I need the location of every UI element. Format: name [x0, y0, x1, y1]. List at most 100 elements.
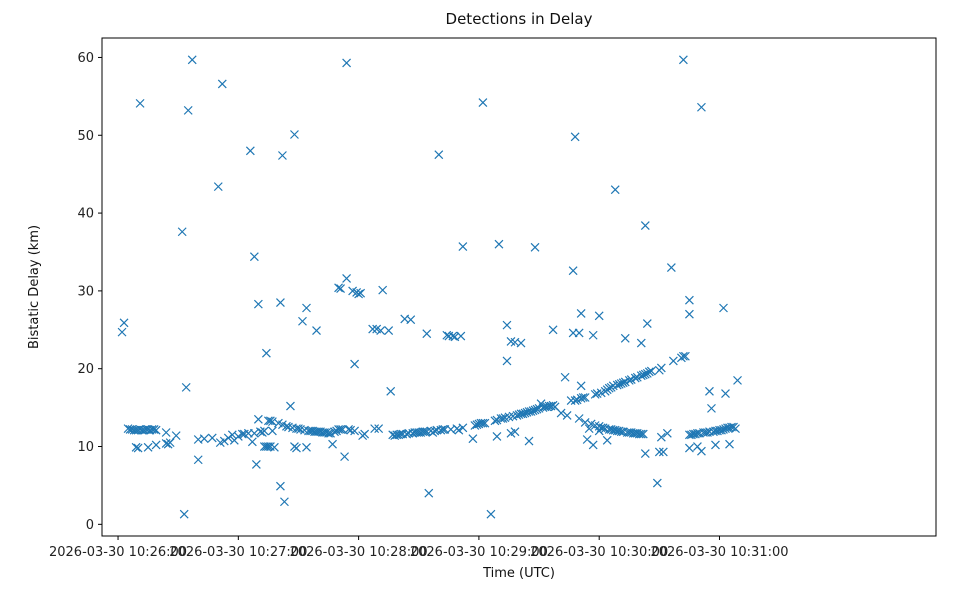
data-point-marker — [570, 396, 580, 406]
data-point-marker — [594, 311, 604, 321]
data-point-marker — [492, 431, 502, 441]
data-point-marker — [604, 383, 614, 393]
data-point-marker — [684, 309, 694, 319]
data-point-marker — [177, 227, 187, 237]
data-point-marker — [468, 434, 478, 444]
data-point-marker — [368, 324, 378, 334]
y-axis: 0 10 20 30 40 50 60 — [77, 51, 102, 533]
data-point-marker — [562, 410, 572, 420]
data-point-marker — [376, 326, 386, 335]
data-point-marker — [344, 424, 354, 434]
data-point-marker — [656, 363, 666, 373]
data-point-marker — [678, 351, 688, 361]
data-point-marker — [133, 443, 143, 453]
data-point-marker — [261, 348, 271, 358]
data-point-marker — [719, 303, 728, 313]
data-point-marker — [424, 488, 434, 498]
data-point-marker — [267, 417, 277, 427]
data-point-marker — [161, 428, 171, 437]
data-point-marker — [478, 418, 488, 428]
data-point-marker — [590, 389, 600, 399]
data-point-marker — [490, 416, 500, 426]
data-point-marker — [570, 132, 580, 142]
data-point-marker — [312, 326, 321, 335]
data-point-marker — [374, 424, 384, 434]
data-point-marker — [406, 315, 416, 325]
data-point-marker — [336, 284, 345, 293]
data-point-marker — [276, 298, 285, 307]
data-point-marker — [434, 150, 444, 160]
data-point-marker — [454, 425, 464, 435]
data-point-marker — [666, 263, 676, 272]
data-point-marker — [334, 283, 343, 293]
data-point-marker — [253, 299, 263, 309]
data-point-marker — [636, 338, 646, 348]
data-point-marker — [646, 366, 656, 376]
data-point-marker — [530, 242, 540, 252]
y-tick-label: 50 — [77, 129, 94, 144]
data-point-marker — [588, 440, 598, 450]
y-tick-label: 0 — [86, 518, 94, 533]
data-point-marker — [261, 442, 271, 451]
data-point-marker — [278, 151, 287, 160]
data-point-marker — [697, 102, 706, 112]
data-point-marker — [502, 356, 512, 366]
data-point-marker — [370, 424, 380, 434]
data-point-marker — [302, 442, 311, 452]
data-point-marker — [658, 447, 668, 457]
data-point-marker — [498, 414, 508, 423]
data-point-marker — [356, 288, 366, 298]
data-point-marker — [193, 455, 203, 465]
data-point-marker — [342, 274, 352, 283]
data-point-marker — [336, 424, 345, 434]
data-point-marker — [227, 430, 237, 440]
data-point-marker — [731, 424, 740, 434]
data-point-marker — [292, 443, 301, 453]
data-point-marker — [476, 418, 486, 428]
data-point-marker — [340, 452, 350, 462]
data-point-marker — [245, 146, 255, 156]
data-point-marker — [151, 425, 161, 435]
data-point-marker — [548, 325, 558, 335]
data-point-marker — [151, 440, 161, 450]
data-point-marker — [574, 328, 584, 338]
data-point-marker — [219, 436, 229, 446]
data-point-marker — [494, 239, 504, 249]
data-point-marker — [328, 439, 337, 449]
data-point-marker — [733, 375, 742, 385]
data-point-marker — [697, 446, 706, 456]
data-point-marker — [350, 426, 360, 436]
data-point-marker — [618, 378, 628, 388]
data-point-marker — [298, 316, 307, 326]
data-point-marker — [165, 438, 175, 448]
data-point-marker — [259, 426, 269, 436]
plot-area-frame — [101, 37, 937, 537]
data-point-marker — [233, 431, 243, 441]
data-point-marker — [149, 424, 159, 434]
data-point-marker — [207, 433, 217, 443]
data-point-marker — [624, 375, 634, 385]
data-point-marker — [524, 436, 534, 446]
data-point-marker — [458, 423, 468, 433]
data-point-marker — [131, 442, 141, 452]
data-point-marker — [620, 333, 630, 343]
data-point-marker — [187, 55, 197, 65]
data-point-marker — [249, 252, 259, 262]
data-point-marker — [143, 442, 153, 452]
data-point-marker — [267, 426, 277, 436]
data-point-marker — [354, 289, 364, 299]
data-point-marker — [342, 58, 352, 68]
data-point-marker — [578, 393, 588, 402]
data-point-marker — [294, 424, 303, 434]
data-point-marker — [251, 459, 261, 469]
data-point-marker — [253, 414, 263, 424]
data-point-marker — [652, 478, 662, 488]
data-point-marker — [634, 429, 644, 439]
y-tick-label: 20 — [77, 362, 94, 377]
data-point-marker — [280, 497, 289, 507]
data-point-marker — [630, 373, 640, 383]
data-point-marker — [516, 338, 526, 348]
data-point-marker — [458, 242, 468, 251]
data-point-marker — [269, 442, 279, 452]
